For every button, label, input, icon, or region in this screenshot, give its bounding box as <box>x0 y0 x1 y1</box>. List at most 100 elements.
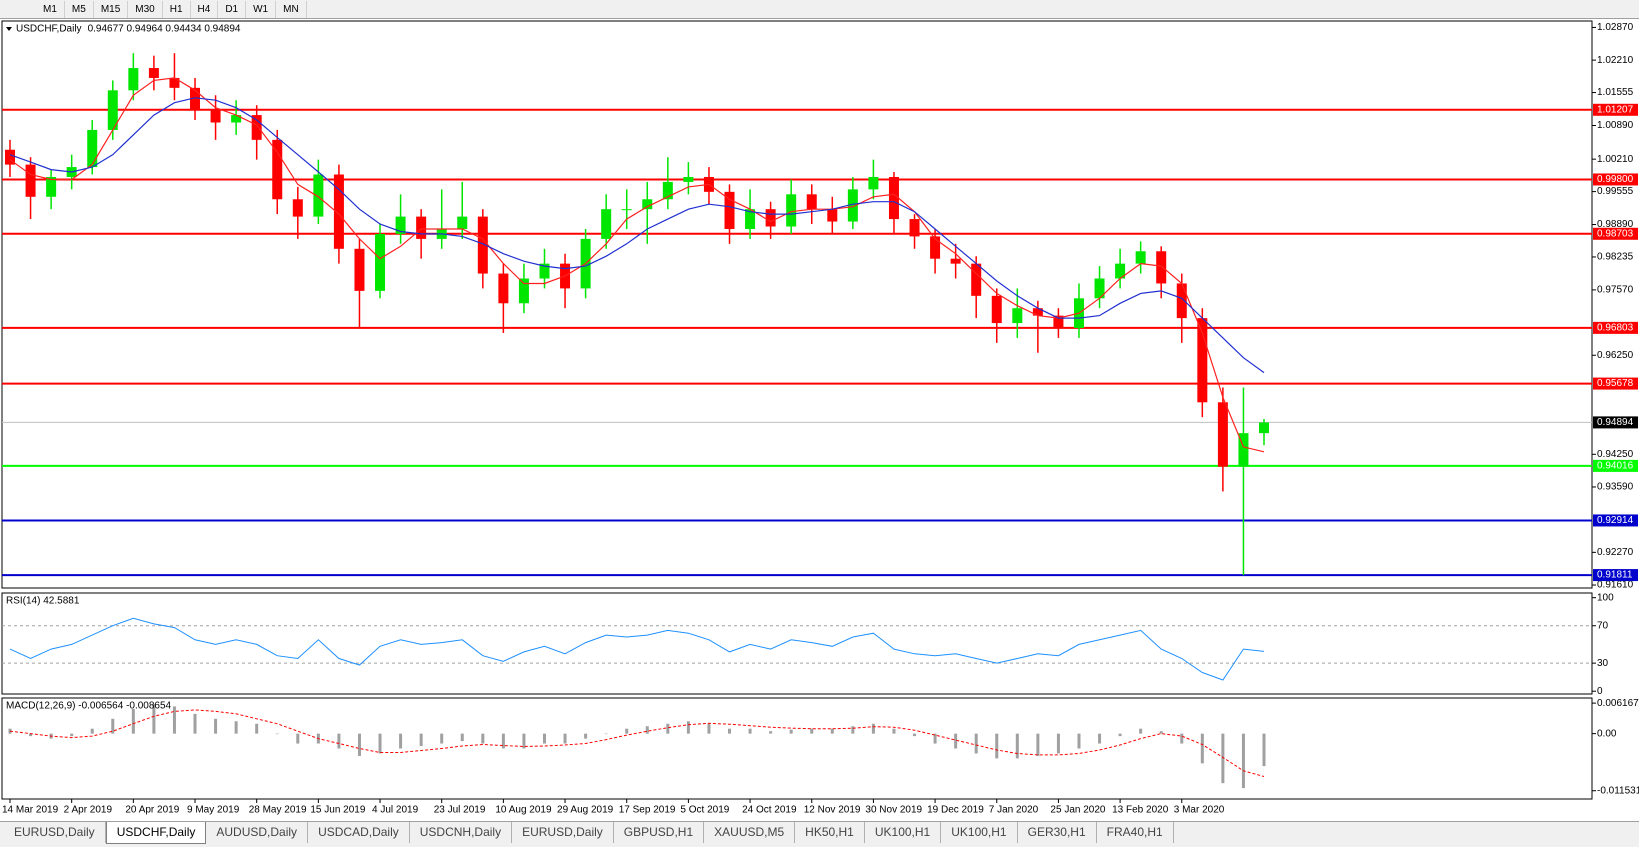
price-level-tag <box>1593 173 1638 186</box>
candle-body <box>375 233 386 291</box>
candle-body <box>231 115 242 123</box>
candle-body <box>25 164 36 197</box>
y-tick-label: 1.02210 <box>1597 55 1634 66</box>
x-tick-label: 9 May 2019 <box>187 805 240 816</box>
macd-bar <box>29 733 33 737</box>
chart-tab[interactable]: UK100,H1 <box>941 822 1018 843</box>
moving-average <box>9 77 1265 453</box>
y-tick-label: 0.006167 <box>1597 698 1639 709</box>
chart-tab[interactable]: GBPUSD,H1 <box>614 822 705 843</box>
candle-body <box>847 189 858 222</box>
y-tick-label: 0.96250 <box>1597 350 1634 361</box>
moving-average <box>9 97 1265 374</box>
price-level-tag <box>1593 416 1638 429</box>
price-level-label: 0.94016 <box>1597 461 1634 472</box>
chart-tab[interactable]: USDCHF,Daily <box>105 822 207 844</box>
candle-body <box>518 278 529 304</box>
macd-bar <box>625 728 629 734</box>
chart-tab[interactable]: FRA40,H1 <box>1097 822 1174 843</box>
timeframe-button[interactable]: M30 <box>128 0 163 18</box>
y-tick-label: 1.00210 <box>1597 154 1634 165</box>
price-level-tag <box>1593 227 1638 240</box>
macd-bar <box>584 733 588 739</box>
macd-bar <box>913 733 917 737</box>
macd-bar <box>830 728 834 734</box>
price-level-label: 0.99800 <box>1597 174 1634 185</box>
candle-body <box>1176 283 1187 319</box>
y-tick-label: 0.00 <box>1597 728 1617 739</box>
candle-body <box>5 149 15 165</box>
price-level-tag <box>1593 569 1638 582</box>
y-tick-label: 0.99555 <box>1597 186 1634 197</box>
x-tick-label: 19 Dec 2019 <box>927 805 984 816</box>
chart-tab[interactable]: EURUSD,Daily <box>512 822 614 843</box>
candle-body <box>148 68 159 78</box>
chart-tab[interactable]: USDCNH,Daily <box>410 822 513 843</box>
price-level-label: 0.94894 <box>1597 417 1634 428</box>
x-tick-label: 29 Aug 2019 <box>557 805 614 816</box>
chart-tabs: EURUSD,Daily USDCHF,Daily AUDUSD,Daily USDC… <box>0 821 1639 847</box>
candle-body <box>909 219 920 237</box>
macd-bar <box>933 733 937 744</box>
candle-body <box>601 209 612 239</box>
price-level-tag <box>1593 514 1638 527</box>
timeframe-button[interactable]: M15 <box>94 0 129 18</box>
chart-tab[interactable]: AUDUSD,Daily <box>206 822 309 843</box>
x-tick-label: 4 Jul 2019 <box>372 805 419 816</box>
price-level-label: 0.95678 <box>1597 378 1634 389</box>
macd-bar <box>399 733 403 749</box>
x-tick-label: 23 Jul 2019 <box>434 805 486 816</box>
macd-bar <box>563 733 567 744</box>
candle-body <box>416 216 427 239</box>
chart-tab[interactable]: XAUUSD,M5 <box>704 822 796 843</box>
timeframe-button[interactable]: MN <box>276 0 307 18</box>
chart-tab[interactable]: HK50,H1 <box>795 822 865 843</box>
chart-tab[interactable]: UK100,H1 <box>865 822 942 843</box>
candle-body <box>642 199 653 210</box>
timeframe-button[interactable]: H1 <box>163 0 191 18</box>
timeframe-button[interactable]: W1 <box>246 0 277 18</box>
y-tick-label: 0.97570 <box>1597 285 1634 296</box>
macd-bar <box>707 723 711 734</box>
price-level-tag <box>1593 459 1638 472</box>
candle-body <box>1259 422 1269 434</box>
macd-bar <box>378 733 382 754</box>
macd-bar <box>440 733 444 744</box>
chart-title: USDCHF,Daily <box>16 24 82 35</box>
macd-bar <box>501 733 505 749</box>
candle-body <box>272 139 283 200</box>
chart-tab[interactable]: GER30,H1 <box>1018 822 1097 843</box>
chart-tab[interactable]: EURUSD,Daily <box>4 822 106 843</box>
price-level-label: 0.96803 <box>1597 323 1634 334</box>
candle-body <box>210 110 221 123</box>
candle-body <box>971 263 982 296</box>
y-tick-label: 0.91610 <box>1597 580 1634 591</box>
candle-body <box>292 199 303 217</box>
macd-bar <box>666 723 670 734</box>
macd-bar <box>1180 733 1184 744</box>
macd-bar <box>789 729 793 734</box>
candle-body <box>1115 263 1126 279</box>
panel-frame <box>1 592 1593 695</box>
macd-bar <box>460 733 464 742</box>
chart-tab[interactable]: USDCAD,Daily <box>308 822 410 843</box>
x-tick-label: 12 Nov 2019 <box>804 805 861 816</box>
timeframe-button[interactable]: M1 <box>36 0 65 18</box>
x-tick-label: 13 Feb 2020 <box>1112 805 1169 816</box>
timeframe-button[interactable]: M5 <box>65 0 94 18</box>
candle-body <box>251 115 262 140</box>
macd-bar <box>193 713 197 734</box>
x-tick-label: 14 Mar 2019 <box>2 805 59 816</box>
candle-body <box>169 77 180 88</box>
candle-body <box>1238 433 1249 467</box>
macd-bar <box>954 733 958 749</box>
timeframe-button[interactable]: D1 <box>218 0 247 18</box>
candle-body <box>745 209 756 229</box>
y-tick-label: 0 <box>1597 686 1603 697</box>
candle-body <box>333 174 344 249</box>
price-level-tag <box>1593 321 1638 334</box>
macd-bar <box>810 728 814 734</box>
macd-bar <box>892 728 896 734</box>
macd-bar <box>686 721 690 734</box>
timeframe-button[interactable]: H4 <box>191 0 219 18</box>
